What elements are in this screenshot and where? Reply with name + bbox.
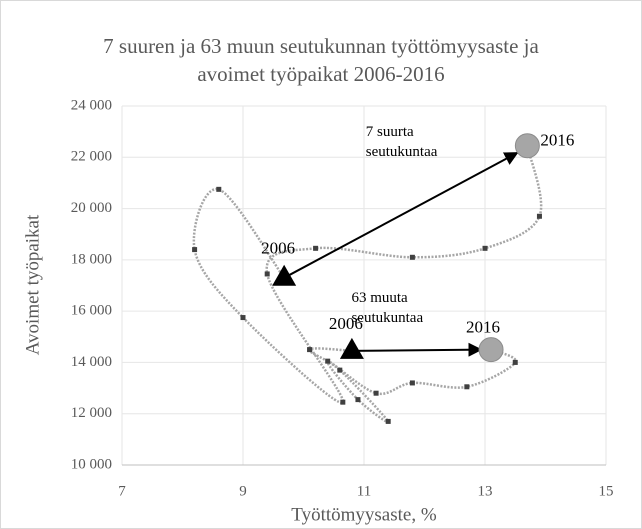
point — [192, 247, 198, 253]
series-name: 7 suurta seutukuntaa — [365, 123, 438, 160]
end-label: 2016 — [540, 131, 574, 150]
end-marker — [478, 337, 504, 363]
x-tick-label: 13 — [478, 483, 493, 499]
y-tick-label: 12 000 — [71, 405, 112, 421]
point — [482, 245, 488, 251]
point — [536, 213, 542, 219]
y-axis-label: Avoimet työpaikat — [22, 214, 43, 355]
x-tick-label: 11 — [357, 483, 371, 499]
point — [385, 418, 391, 424]
point — [512, 359, 518, 365]
x-tick-label: 7 — [118, 483, 126, 499]
point — [307, 347, 313, 353]
y-tick-label: 18 000 — [71, 251, 112, 267]
y-tick-label: 20 000 — [71, 200, 112, 216]
end-marker — [514, 133, 540, 159]
end-label: 2016 — [466, 318, 500, 337]
x-tick-label: 15 — [599, 483, 614, 499]
start-label: 2006 — [261, 239, 295, 258]
y-tick-label: 10 000 — [71, 456, 112, 472]
point — [216, 186, 222, 192]
start-marker — [339, 337, 364, 359]
y-tick-label: 14 000 — [71, 354, 112, 370]
trend-arrow — [283, 151, 519, 279]
point — [313, 245, 319, 251]
point — [325, 358, 331, 364]
chart-title: 7 suuren ja 63 muun seutukunnan työttömy… — [103, 34, 539, 86]
y-tick-label: 16 000 — [71, 303, 112, 319]
point — [409, 380, 415, 386]
series-line — [192, 145, 543, 404]
point — [464, 384, 470, 390]
point — [240, 315, 246, 321]
point — [409, 254, 415, 260]
start-marker — [272, 264, 297, 286]
x-tick-label: 9 — [239, 483, 247, 499]
point — [337, 367, 343, 373]
y-tick-label: 22 000 — [71, 149, 112, 165]
x-axis-label: Työttömyysaste, % — [291, 504, 437, 525]
y-tick-label: 24 000 — [71, 97, 112, 113]
point — [373, 390, 379, 396]
point — [340, 399, 346, 405]
start-label: 2006 — [329, 314, 363, 333]
trend-arrow — [351, 342, 483, 357]
point — [355, 397, 361, 403]
series-name: 63 muuta seutukuntaa — [351, 290, 424, 327]
point — [264, 271, 270, 277]
